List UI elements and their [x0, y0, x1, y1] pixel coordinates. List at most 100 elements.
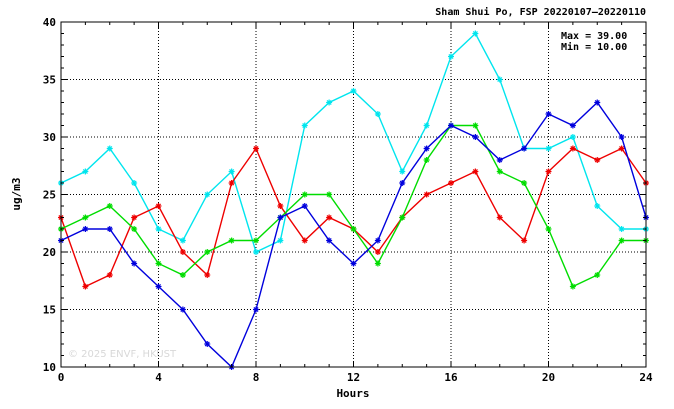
- x-tick-label: 16: [444, 371, 458, 384]
- y-tick-label: 30: [43, 131, 56, 144]
- y-tick-label: 40: [43, 16, 56, 29]
- data-point: [301, 122, 308, 129]
- series-4: [58, 99, 649, 370]
- data-point: [253, 237, 259, 244]
- min-label: Min = 10.00: [561, 41, 627, 53]
- x-tick-label: 24: [639, 371, 653, 384]
- data-point: [326, 191, 333, 198]
- data-point: [155, 226, 162, 232]
- data-point: [179, 272, 186, 278]
- data-point: [594, 203, 601, 209]
- data-point: [423, 157, 430, 163]
- data-point: [301, 237, 308, 244]
- y-tick-label: 10: [43, 361, 56, 374]
- data-point: [618, 237, 625, 244]
- y-tick-label: 15: [43, 304, 56, 317]
- data-point: [496, 168, 503, 175]
- data-point: [472, 134, 479, 140]
- data-point: [204, 191, 211, 198]
- data-point: [82, 168, 89, 175]
- data-point: [594, 157, 601, 163]
- data-point: [155, 203, 162, 209]
- data-point: [179, 306, 186, 313]
- data-point: [326, 99, 333, 106]
- data-point: [350, 260, 357, 267]
- data-point: [253, 249, 259, 255]
- data-point: [277, 214, 284, 221]
- data-point: [277, 203, 284, 209]
- data-point: [228, 237, 235, 244]
- data-point: [179, 249, 186, 255]
- y-axis-label: ug/m3: [10, 177, 23, 210]
- data-point: [179, 237, 186, 244]
- x-tick-label: 12: [347, 371, 360, 384]
- data-point: [399, 214, 406, 221]
- x-tick-label: 8: [253, 371, 260, 384]
- data-point: [155, 260, 162, 267]
- data-point: [106, 145, 113, 152]
- data-point: [301, 203, 308, 209]
- data-point: [131, 180, 138, 186]
- data-point: [521, 180, 528, 186]
- data-point: [472, 168, 479, 175]
- data-point: [82, 226, 89, 232]
- data-point: [228, 168, 235, 175]
- series-group: [58, 30, 649, 370]
- y-tick-label: 35: [43, 74, 56, 87]
- data-point: [448, 180, 454, 186]
- data-point: [374, 260, 381, 267]
- data-point: [326, 237, 333, 244]
- data-point: [350, 226, 357, 232]
- data-point: [374, 111, 381, 117]
- data-point: [448, 122, 454, 129]
- data-point: [448, 53, 454, 60]
- y-tick-label: 25: [43, 189, 56, 202]
- axis-ticks: 0 4 8 12 16 20 24 10 15 20 25 30 35 40: [43, 16, 653, 384]
- data-point: [131, 226, 138, 232]
- data-point: [399, 180, 406, 186]
- data-point: [253, 306, 259, 313]
- data-point: [545, 145, 552, 152]
- max-label: Max = 39.00: [561, 31, 627, 42]
- data-point: [277, 237, 284, 244]
- data-point: [521, 237, 528, 244]
- x-tick-label: 4: [155, 371, 162, 384]
- data-point: [326, 214, 333, 221]
- data-point: [301, 191, 308, 198]
- data-point: [82, 283, 89, 290]
- data-point: [228, 180, 235, 186]
- data-point: [569, 145, 576, 152]
- data-point: [545, 111, 552, 117]
- data-point: [594, 272, 601, 278]
- y-tick-label: 20: [43, 246, 56, 259]
- data-point: [496, 214, 503, 221]
- series-3: [58, 122, 649, 290]
- data-point: [496, 157, 503, 163]
- grid: [61, 22, 646, 367]
- data-point: [253, 145, 259, 152]
- data-point: [569, 122, 576, 129]
- data-point: [618, 226, 625, 232]
- data-point: [204, 272, 211, 278]
- data-point: [106, 272, 113, 278]
- data-point: [472, 122, 479, 129]
- data-point: [204, 341, 211, 347]
- data-point: [374, 237, 381, 244]
- data-point: [569, 134, 576, 140]
- data-point: [204, 249, 211, 255]
- x-tick-label: 20: [542, 371, 555, 384]
- data-point: [521, 145, 528, 152]
- watermark: © 2025 ENVF, HKUST: [68, 349, 177, 360]
- data-point: [423, 191, 430, 198]
- data-point: [423, 122, 430, 129]
- data-point: [569, 283, 576, 290]
- data-point: [423, 145, 430, 152]
- data-point: [131, 214, 138, 221]
- data-point: [618, 134, 625, 140]
- data-point: [472, 30, 479, 37]
- data-point: [545, 226, 552, 232]
- chart-title: Sham Shui Po, FSP 20220107–20220110: [435, 6, 646, 18]
- data-point: [594, 99, 601, 106]
- data-point: [350, 88, 357, 94]
